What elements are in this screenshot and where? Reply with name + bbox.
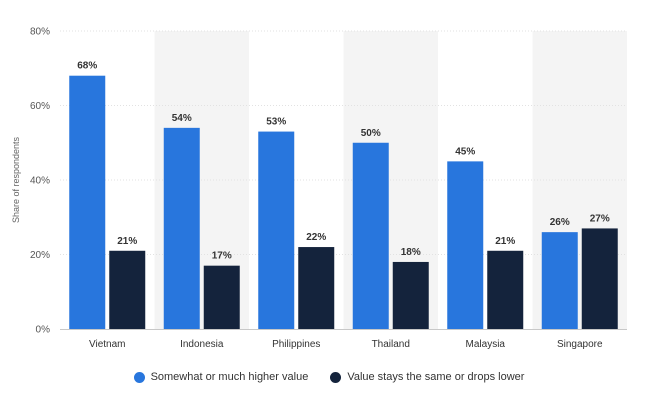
data-label: 26% <box>550 217 570 228</box>
data-label: 22% <box>306 232 326 243</box>
bar-higher-value[interactable] <box>352 142 389 329</box>
data-label: 45% <box>455 146 475 157</box>
y-tick-label: 20% <box>30 250 50 261</box>
legend-item-higher-value[interactable]: Somewhat or much higher value <box>133 371 309 383</box>
legend-item-same-or-lower[interactable]: Value stays the same or drops lower <box>330 371 524 383</box>
bar-higher-value[interactable] <box>258 131 295 329</box>
bar-higher-value[interactable] <box>163 127 200 329</box>
legend-label-same-or-lower: Value stays the same or drops lower <box>347 371 525 383</box>
bars <box>69 75 618 329</box>
data-label: 17% <box>212 251 232 262</box>
data-labels: 68% 21% 54% 17% 53% 22% 50% 18% 45% 21% 26% 27% <box>77 61 610 262</box>
x-category-label: Malaysia <box>466 339 506 350</box>
data-label: 27% <box>590 213 610 224</box>
data-label: 68% <box>77 61 97 72</box>
bar-higher-value[interactable] <box>447 161 484 329</box>
legend-marker-same-or-lower <box>330 371 342 383</box>
y-tick-label: 40% <box>30 176 50 187</box>
bar-higher-value[interactable] <box>541 232 578 329</box>
bar-chart: 0% 20% 40% 60% 80% Share of respondents 68% 2… <box>11 27 627 350</box>
bar-same-or-lower[interactable] <box>203 265 240 329</box>
legend-marker-higher-value <box>133 371 145 383</box>
legend: Somewhat or much higher value Value stay… <box>0 371 658 383</box>
bar-same-or-lower[interactable] <box>109 250 146 329</box>
data-label: 50% <box>361 128 381 139</box>
bar-same-or-lower[interactable] <box>392 261 429 329</box>
x-category-label: Philippines <box>272 339 320 350</box>
bar-same-or-lower[interactable] <box>298 247 335 329</box>
y-axis-ticks: 0% 20% 40% 60% 80% <box>30 27 50 336</box>
data-label: 18% <box>401 247 421 258</box>
bar-same-or-lower[interactable] <box>487 250 524 329</box>
y-tick-label: 0% <box>36 325 51 336</box>
bar-same-or-lower[interactable] <box>581 228 618 329</box>
bar-higher-value[interactable] <box>69 75 106 329</box>
data-label: 53% <box>266 117 286 128</box>
legend-label-higher-value: Somewhat or much higher value <box>150 371 309 383</box>
data-label: 21% <box>495 236 515 247</box>
data-label: 21% <box>117 236 137 247</box>
data-label: 54% <box>172 113 192 124</box>
y-axis-title: Share of respondents <box>11 136 21 223</box>
x-category-label: Thailand <box>372 339 410 350</box>
x-category-label: Indonesia <box>180 339 224 350</box>
y-tick-label: 80% <box>30 27 50 38</box>
x-axis-categories: Vietnam Indonesia Philippines Thailand Malay… <box>89 339 603 350</box>
x-category-label: Vietnam <box>89 339 126 350</box>
x-category-label: Singapore <box>557 339 603 350</box>
y-tick-label: 60% <box>30 101 50 112</box>
